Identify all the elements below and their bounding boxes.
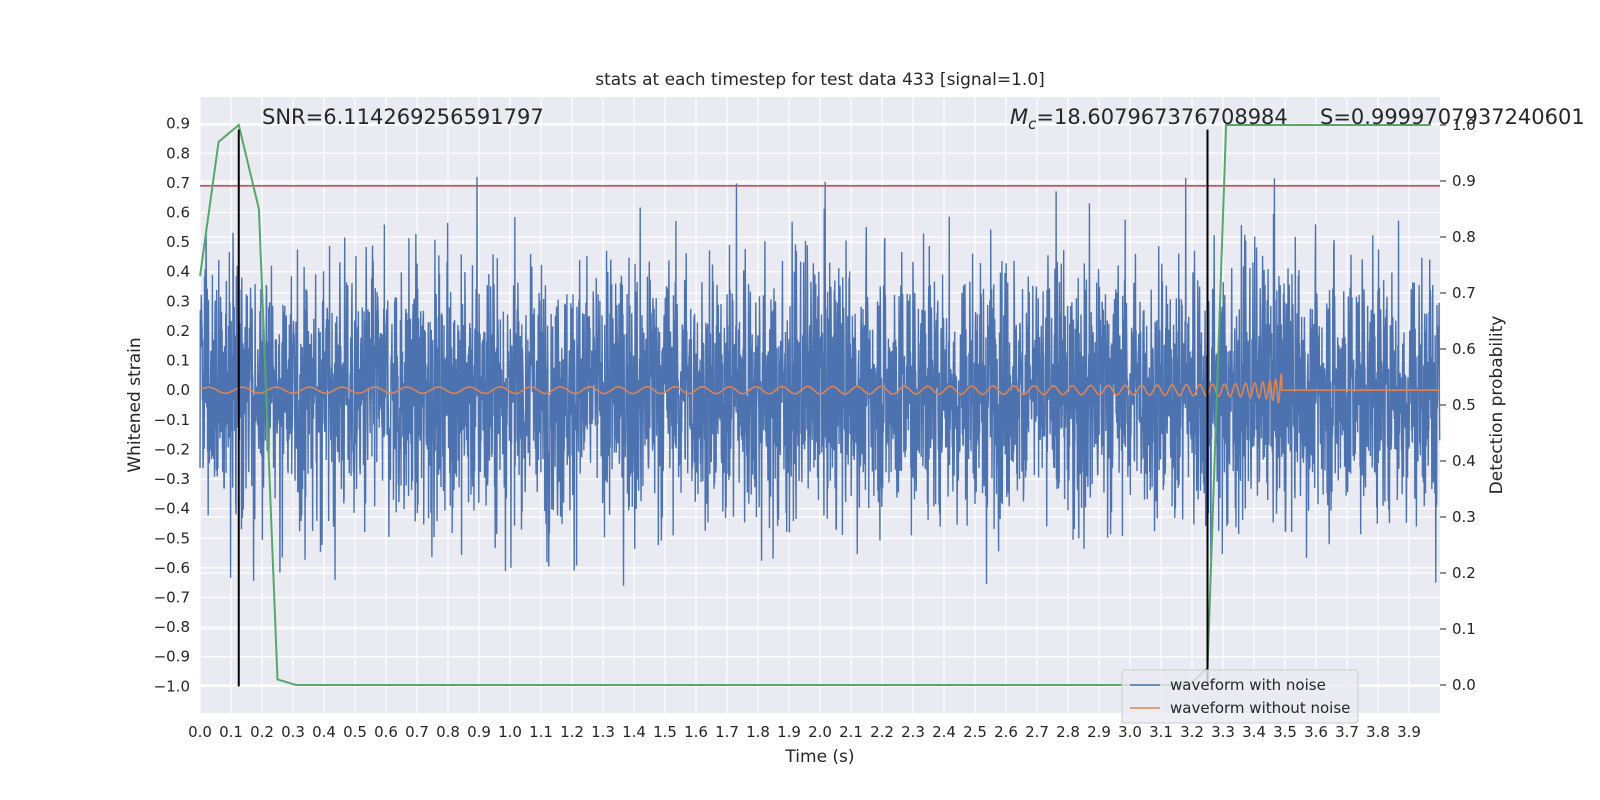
y2-tick-label: 0.0 bbox=[1452, 676, 1476, 694]
y2-tick-label: 0.4 bbox=[1452, 452, 1476, 470]
x-axis-ticks: 0.0 0.1 0.2 0.3 0.4 0.5 0.6 0.7 0.8 0.9 1.0 1.1 1.2 1… bbox=[188, 723, 1421, 741]
x-tick-label: 3.8 bbox=[1366, 723, 1390, 741]
legend-label-without-noise: waveform without noise bbox=[1170, 699, 1350, 717]
x-tick-label: 1.1 bbox=[529, 723, 553, 741]
x-tick-label: 1.8 bbox=[746, 723, 770, 741]
chirp-mass-value: =18.607967376708984 bbox=[1036, 105, 1287, 129]
y2-tick-label: 0.9 bbox=[1452, 172, 1476, 190]
x-tick-label: 0.7 bbox=[405, 723, 429, 741]
y2-tick-label: 0.7 bbox=[1452, 284, 1476, 302]
y-tick-label: 0.6 bbox=[166, 204, 190, 222]
y2-tick-label: 1.0 bbox=[1452, 116, 1476, 134]
y-tick-label: −0.8 bbox=[154, 618, 190, 636]
probability-line bbox=[199, 123, 1431, 686]
y-tick-label: −1.0 bbox=[154, 677, 190, 695]
score-annotation: S=0.9999707937240601 bbox=[1320, 105, 1585, 129]
marker-lines bbox=[237, 129, 1209, 687]
y-axis-label: Whitened strain bbox=[125, 337, 145, 472]
series-waveform-without-noise bbox=[199, 372, 1440, 404]
y-tick-label: 0.0 bbox=[166, 381, 190, 399]
y-tick-label: −0.6 bbox=[154, 559, 190, 577]
y-tick-label: 0.9 bbox=[166, 115, 190, 133]
x-tick-label: 2.2 bbox=[870, 723, 894, 741]
x-tick-label: 0.3 bbox=[281, 723, 305, 741]
y-tick-label: −0.1 bbox=[154, 411, 190, 429]
x-tick-label: 0.2 bbox=[250, 723, 274, 741]
x-tick-label: 2.8 bbox=[1056, 723, 1080, 741]
clean-waveform-line bbox=[199, 372, 1440, 404]
x-tick-label: 1.9 bbox=[777, 723, 801, 741]
y2-tick-label: 0.5 bbox=[1452, 396, 1476, 414]
series-detection-probability bbox=[199, 123, 1431, 686]
y-tick-label: −0.3 bbox=[154, 470, 190, 488]
y2-tick-label: 0.8 bbox=[1452, 228, 1476, 246]
x-tick-label: 2.1 bbox=[839, 723, 863, 741]
x-tick-label: 3.9 bbox=[1397, 723, 1421, 741]
chart-title: stats at each timestep for test data 433… bbox=[595, 70, 1045, 90]
y-tick-label: −0.2 bbox=[154, 440, 190, 458]
x-tick-label: 0.9 bbox=[467, 723, 491, 741]
x-tick-label: 0.4 bbox=[312, 723, 336, 741]
x-tick-label: 2.6 bbox=[994, 723, 1018, 741]
legend-label-with-noise: waveform with noise bbox=[1170, 676, 1326, 694]
x-tick-label: 3.4 bbox=[1242, 723, 1266, 741]
x-tick-label: 3.3 bbox=[1211, 723, 1235, 741]
x-tick-label: 0.6 bbox=[374, 723, 398, 741]
x-tick-label: 0.5 bbox=[343, 723, 367, 741]
x-tick-label: 0.1 bbox=[219, 723, 243, 741]
chirp-mass-symbol: M bbox=[1010, 105, 1028, 129]
legend-box bbox=[1121, 669, 1359, 724]
y-tick-label: 0.4 bbox=[166, 263, 190, 281]
y2-tick-label: 0.2 bbox=[1452, 564, 1476, 582]
legend: waveform with noise waveform without noi… bbox=[1121, 669, 1359, 724]
x-tick-label: 2.7 bbox=[1025, 723, 1049, 741]
y-axis-ticks: 0.9 0.8 0.7 0.6 0.5 0.4 0.3 0.2 0.1 0.0 −0.1 −0.2 −0… bbox=[154, 115, 190, 696]
x-tick-label: 3.1 bbox=[1149, 723, 1173, 741]
y-tick-label: −0.4 bbox=[154, 500, 190, 518]
y2-axis-ticks: 1.0 0.9 0.8 0.7 0.6 0.5 0.4 0.3 0.2 0.1 0.0 bbox=[1440, 116, 1476, 694]
y-tick-label: 0.1 bbox=[166, 352, 190, 370]
x-tick-label: 2.3 bbox=[901, 723, 925, 741]
y2-tick-label: 0.3 bbox=[1452, 508, 1476, 526]
y-tick-label: −0.9 bbox=[154, 648, 190, 666]
y2-tick-label: 0.6 bbox=[1452, 340, 1476, 358]
y-tick-label: 0.5 bbox=[166, 233, 190, 251]
x-tick-label: 1.4 bbox=[622, 723, 646, 741]
y-tick-label: 0.7 bbox=[166, 174, 190, 192]
x-tick-label: 1.2 bbox=[560, 723, 584, 741]
x-tick-label: 2.4 bbox=[932, 723, 956, 741]
snr-annotation: SNR=6.114269256591797 bbox=[262, 105, 544, 129]
y2-axis-label: Detection probability bbox=[1487, 316, 1507, 495]
y-tick-label: 0.3 bbox=[166, 292, 190, 310]
x-tick-label: 0.8 bbox=[436, 723, 460, 741]
chirp-mass-subscript: c bbox=[1028, 115, 1037, 133]
y2-tick-label: 0.1 bbox=[1452, 620, 1476, 638]
x-tick-label: 1.0 bbox=[498, 723, 522, 741]
noisy-waveform-line bbox=[199, 176, 1441, 586]
x-tick-label: 1.7 bbox=[715, 723, 739, 741]
x-tick-label: 2.5 bbox=[963, 723, 987, 741]
x-tick-label: 1.3 bbox=[591, 723, 615, 741]
y-tick-label: 0.2 bbox=[166, 322, 190, 340]
x-tick-label: 0.0 bbox=[188, 723, 212, 741]
x-axis-label: Time (s) bbox=[784, 747, 854, 767]
x-tick-label: 3.5 bbox=[1273, 723, 1297, 741]
chirp-mass-annotation: Mc=18.607967376708984 bbox=[1010, 105, 1288, 133]
x-tick-label: 1.5 bbox=[653, 723, 677, 741]
x-tick-label: 2.0 bbox=[808, 723, 832, 741]
y-tick-label: 0.8 bbox=[166, 144, 190, 162]
x-tick-label: 3.2 bbox=[1180, 723, 1204, 741]
x-tick-label: 1.6 bbox=[684, 723, 708, 741]
x-tick-label: 3.7 bbox=[1335, 723, 1359, 741]
x-tick-label: 3.0 bbox=[1118, 723, 1142, 741]
y-tick-label: −0.5 bbox=[154, 529, 190, 547]
series-waveform-with-noise bbox=[199, 176, 1441, 586]
x-tick-label: 2.9 bbox=[1087, 723, 1111, 741]
y-tick-label: −0.7 bbox=[154, 589, 190, 607]
x-tick-label: 3.6 bbox=[1304, 723, 1328, 741]
